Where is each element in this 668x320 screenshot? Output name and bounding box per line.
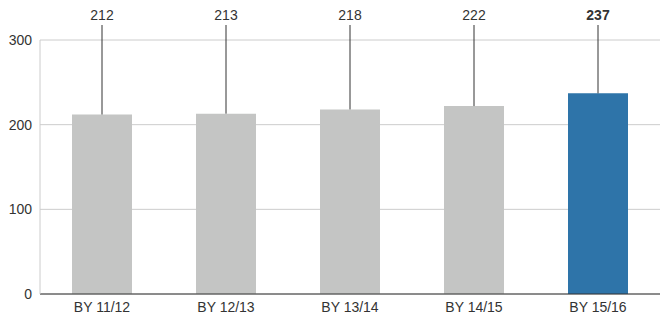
svg-text:300: 300 [9,32,33,48]
svg-text:100: 100 [9,201,33,217]
svg-text:0: 0 [24,286,32,302]
svg-text:218: 218 [338,8,362,23]
svg-text:212: 212 [90,8,114,23]
svg-text:213: 213 [214,8,238,23]
svg-text:222: 222 [462,8,486,23]
svg-text:BY 11/12: BY 11/12 [74,299,131,315]
svg-text:BY 13/14: BY 13/14 [321,299,379,315]
svg-text:237: 237 [586,8,610,23]
svg-text:200: 200 [9,117,33,133]
svg-text:BY 14/15: BY 14/15 [445,299,503,315]
svg-text:BY 12/13: BY 12/13 [197,299,255,315]
svg-text:BY 15/16: BY 15/16 [569,299,627,315]
